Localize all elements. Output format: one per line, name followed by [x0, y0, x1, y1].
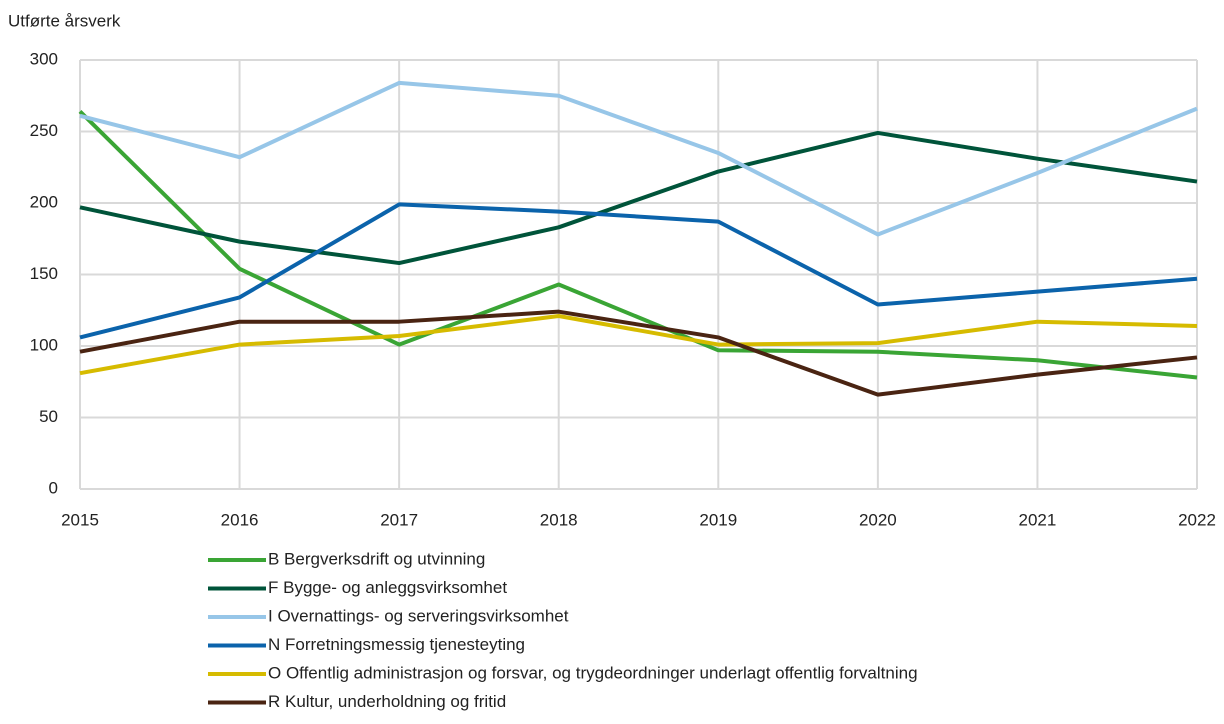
y-tick-label: 0 [49, 478, 58, 497]
legend-label: O Offentlig administrasjon og forsvar, o… [268, 663, 918, 682]
x-tick-label: 2017 [380, 510, 418, 529]
x-tick-label: 2020 [859, 510, 897, 529]
legend-label: F Bygge- og anleggsvirksomhet [268, 578, 507, 597]
series-line [79, 202, 1198, 340]
y-tick-label: 50 [39, 407, 58, 426]
legend-label: R Kultur, underholdning og fritid [268, 692, 506, 711]
y-tick-label: 150 [30, 264, 58, 283]
y-tick-label: 100 [30, 335, 58, 354]
x-tick-label: 2022 [1178, 510, 1216, 529]
y-tick-label: 250 [30, 121, 58, 140]
x-tick-label: 2015 [61, 510, 99, 529]
y-tick-label: 300 [30, 49, 58, 68]
legend-label: I Overnattings- og serveringsvirksomhet [268, 606, 569, 625]
legend-label: N Forretningsmessig tjenesteyting [268, 635, 525, 654]
series-line [79, 309, 1198, 397]
series-line [79, 130, 1198, 266]
x-tick-label: 2021 [1019, 510, 1057, 529]
x-tick-label: 2016 [221, 510, 259, 529]
legend-label: B Bergverksdrift og utvinning [268, 549, 485, 568]
x-tick-label: 2019 [699, 510, 737, 529]
series-line [79, 80, 1198, 237]
y-axis-label: Utførte årsverk [8, 11, 121, 30]
series-line [79, 313, 1198, 376]
x-tick-label: 2018 [540, 510, 578, 529]
y-tick-label: 200 [30, 192, 58, 211]
